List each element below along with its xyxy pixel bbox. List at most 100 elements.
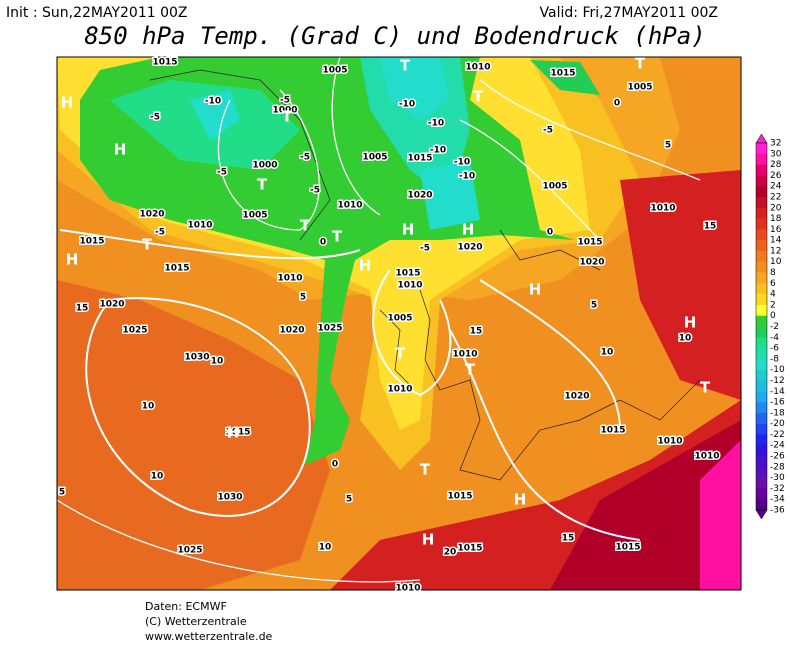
legend-label: 28 xyxy=(770,160,782,170)
contour-label: 5 xyxy=(300,293,306,303)
pressure-center: H xyxy=(114,141,127,159)
contour-label: 1005 xyxy=(627,83,652,93)
legend-swatch xyxy=(756,466,767,478)
pressure-center: H xyxy=(227,424,240,442)
contour-label: 15 xyxy=(470,327,483,337)
pressure-center: T xyxy=(395,345,406,363)
contour-label: 0 xyxy=(547,228,553,238)
contour-label: 1020 xyxy=(99,300,124,310)
legend-label: -26 xyxy=(770,452,785,462)
contour-label: 1030 xyxy=(217,493,242,503)
contour-label: 1010 xyxy=(452,350,477,360)
legend-swatch xyxy=(756,164,767,176)
contour-label: 1010 xyxy=(337,201,362,211)
legend-label: -4 xyxy=(770,333,779,343)
legend-swatch xyxy=(756,337,767,349)
legend-frame xyxy=(755,142,768,511)
legend-label: -36 xyxy=(770,506,785,516)
pressure-center: T xyxy=(473,88,484,106)
legend-arrow-bottom xyxy=(755,509,768,520)
legend-label: 26 xyxy=(770,171,782,181)
legend-label: 14 xyxy=(770,236,782,246)
contour-label: 0 xyxy=(320,238,326,248)
contour-label: -5 xyxy=(300,153,310,163)
pressure-center: H xyxy=(402,221,415,239)
pressure-center: H xyxy=(66,251,79,269)
contour-label: 10 xyxy=(601,348,614,358)
contour-label: 1010 xyxy=(387,385,412,395)
legend-swatch xyxy=(756,369,767,381)
pressure-center: T xyxy=(257,176,268,194)
pressure-center: T xyxy=(332,228,343,246)
contour-label: 1015 xyxy=(457,544,482,554)
valid-time: Valid: Fri,27MAY2011 00Z xyxy=(540,5,718,21)
contour-label: 1025 xyxy=(317,324,342,334)
legend-label: -8 xyxy=(770,354,779,364)
contour-label: 10 xyxy=(679,334,692,344)
contour-label: 1000 xyxy=(252,161,277,171)
contour-label: 1020 xyxy=(279,326,304,336)
pressure-center: T xyxy=(142,236,153,254)
legend-label: -20 xyxy=(770,419,785,429)
legend-swatch xyxy=(756,315,767,327)
legend-swatch xyxy=(756,250,767,263)
contour-label: 1015 xyxy=(550,69,575,79)
contour-label: -10 xyxy=(430,146,446,156)
contour-label: 10 xyxy=(211,357,224,367)
contour-label: -5 xyxy=(217,168,227,178)
contour-label: -10 xyxy=(399,100,415,110)
contour-label: 1020 xyxy=(579,258,604,268)
legend-swatch xyxy=(756,348,767,360)
map-field xyxy=(57,57,741,590)
legend-label: 4 xyxy=(770,290,776,300)
footer-line: (C) Wetterzentrale xyxy=(145,615,247,628)
contour-label: 1020 xyxy=(564,392,589,402)
legend-label: 10 xyxy=(770,257,782,267)
legend-swatch xyxy=(756,175,767,187)
contour-label: 15 xyxy=(704,222,717,232)
pressure-center: H xyxy=(684,314,697,332)
legend-label: 18 xyxy=(770,214,782,224)
contour-label: 1005 xyxy=(322,66,347,76)
contour-label: -10 xyxy=(454,158,470,168)
contour-label: 1005 xyxy=(242,211,267,221)
map-title: 850 hPa Temp. (Grad C) und Bodendruck (h… xyxy=(84,22,705,50)
contour-label: 1010 xyxy=(657,437,682,447)
legend-label: -34 xyxy=(770,495,785,505)
legend-label: 8 xyxy=(770,268,776,278)
contour-label: 15 xyxy=(76,304,89,314)
legend-swatch xyxy=(756,412,767,424)
legend-label: 16 xyxy=(770,225,782,235)
legend-label: -12 xyxy=(770,376,785,386)
legend-swatch xyxy=(756,391,767,403)
contour-label: -5 xyxy=(310,186,320,196)
pressure-center: H xyxy=(514,491,527,509)
pressure-center: H xyxy=(359,257,372,275)
contour-label: 1010 xyxy=(187,221,212,231)
legend-label: -22 xyxy=(770,430,785,440)
footer-line: Daten: ECMWF xyxy=(145,600,227,613)
legend-label: 12 xyxy=(770,246,781,256)
contour-label: -10 xyxy=(205,97,221,107)
legend-swatch xyxy=(756,229,767,241)
legend-swatch xyxy=(756,294,767,306)
legend-swatch xyxy=(756,240,767,252)
legend-swatch xyxy=(756,272,767,284)
contour-label: 15 xyxy=(562,534,575,544)
contour-label: 1015 xyxy=(577,238,602,248)
contour-label: 1015 xyxy=(447,492,472,502)
contour-label: -10 xyxy=(459,172,475,182)
legend-swatch xyxy=(756,196,767,209)
contour-label: 1020 xyxy=(139,210,164,220)
contour-label: 1020 xyxy=(407,191,432,201)
pressure-center: T xyxy=(465,361,476,379)
map-frame xyxy=(56,56,742,591)
contour-label: 1015 xyxy=(407,154,432,164)
legend-label: 22 xyxy=(770,192,781,202)
legend-label: -14 xyxy=(770,387,785,397)
legend-label: -16 xyxy=(770,398,785,408)
contour-label: 1010 xyxy=(694,452,719,462)
contour-label: 1010 xyxy=(277,274,302,284)
contour-label: 10 xyxy=(319,543,332,553)
